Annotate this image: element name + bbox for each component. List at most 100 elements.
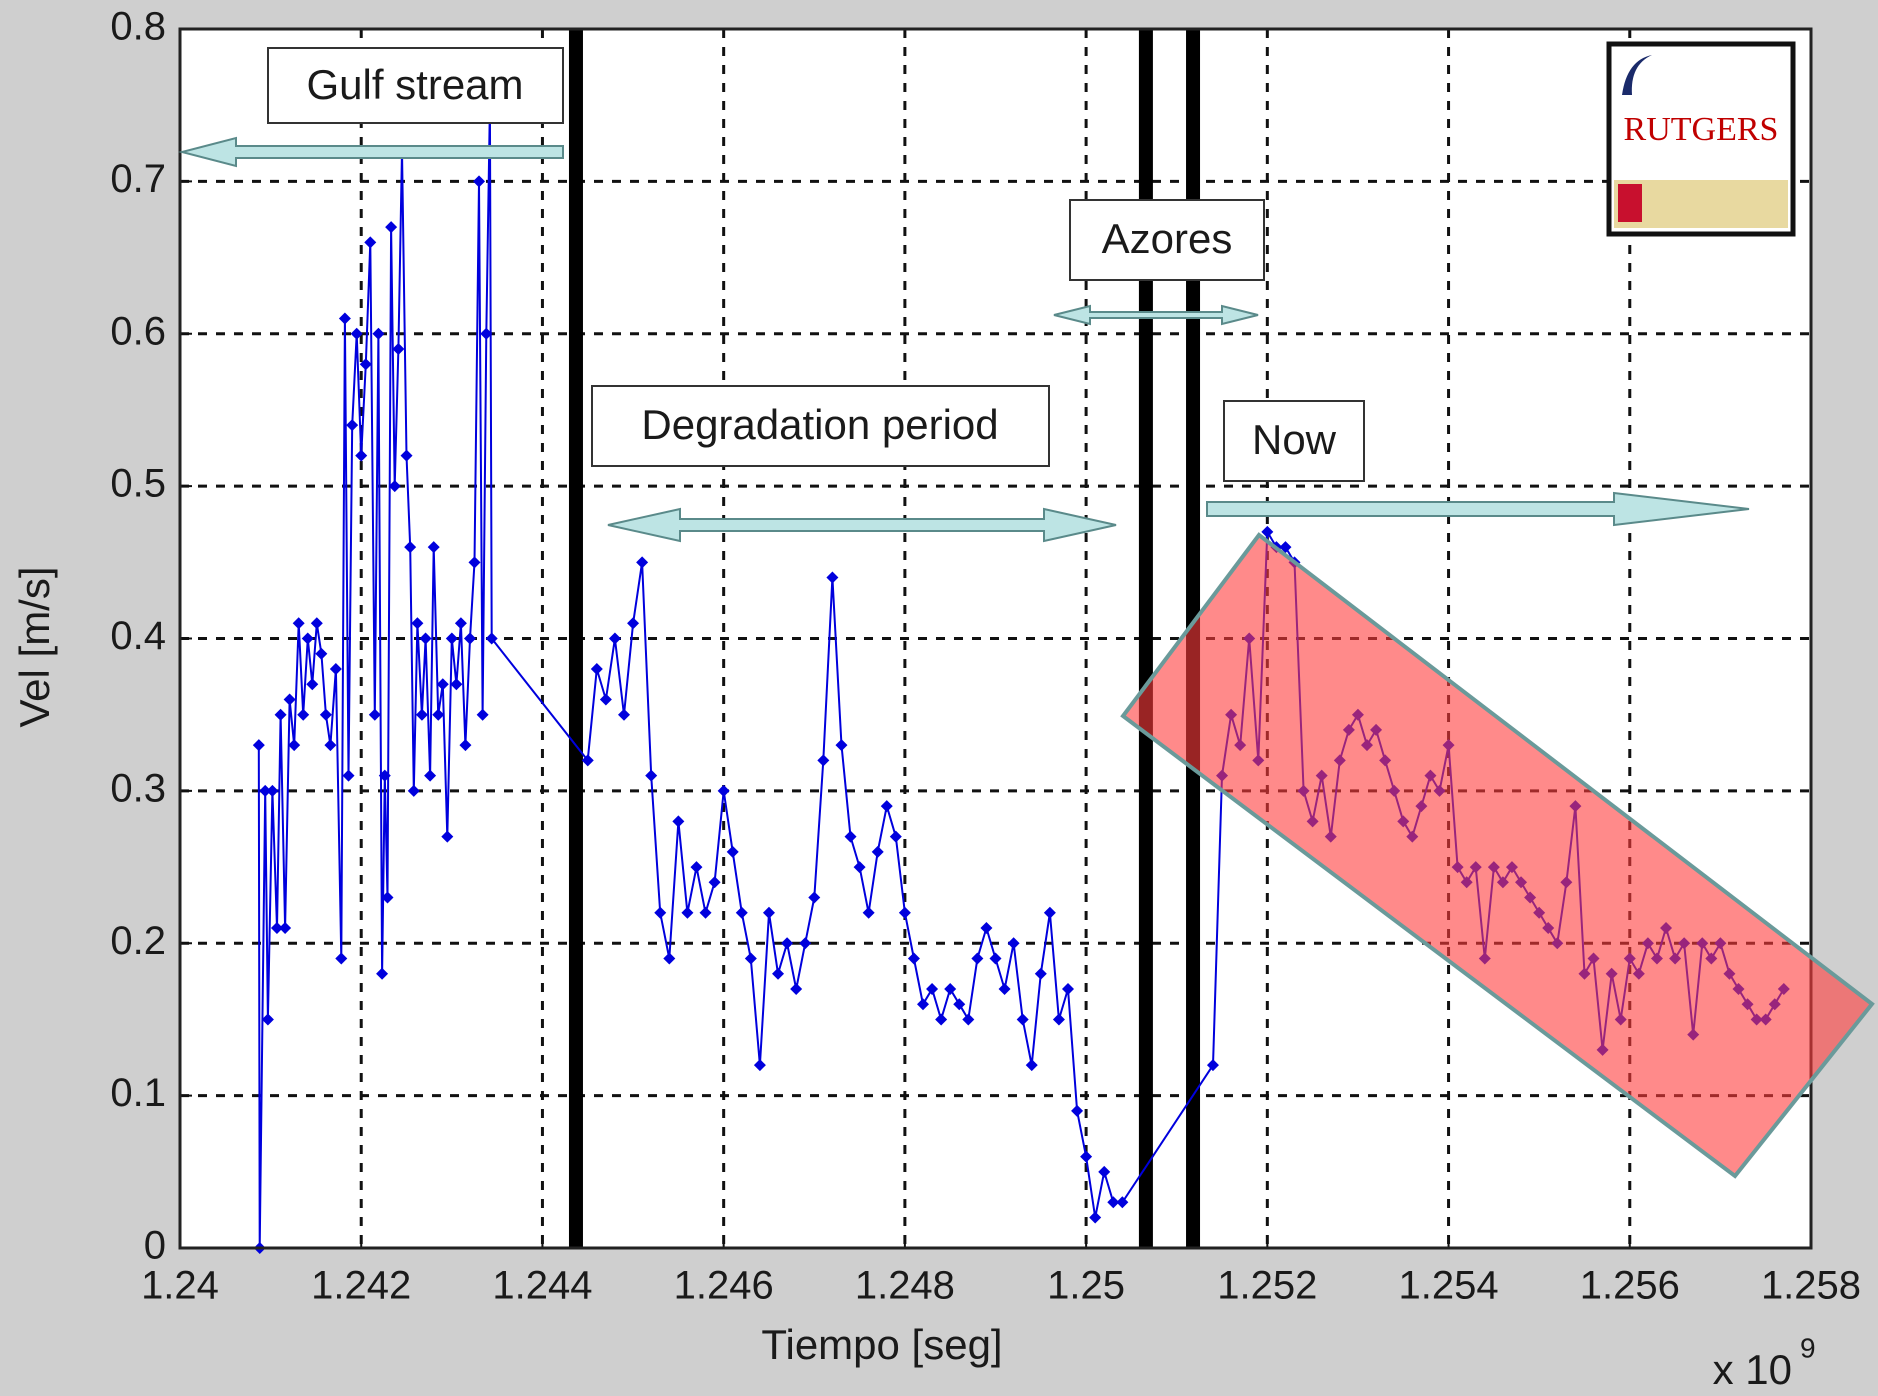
data-point	[485, 632, 498, 645]
data-point	[935, 1013, 948, 1026]
y-tick-label: 0.4	[110, 614, 166, 658]
x-tick-label: 1.258	[1761, 1264, 1861, 1308]
data-point	[463, 632, 476, 645]
y-tick-label: 0.6	[110, 309, 166, 353]
data-point	[310, 617, 323, 630]
data-point	[1116, 1196, 1129, 1209]
data-point	[450, 678, 463, 691]
arrow	[1206, 491, 1750, 527]
data-point	[346, 419, 359, 432]
highlight-region	[1120, 532, 1875, 1179]
data-point	[1061, 982, 1074, 995]
data-point	[617, 708, 630, 721]
data-point	[1261, 525, 1274, 538]
data-point	[1089, 1211, 1102, 1224]
x-tick-label: 1.24	[141, 1264, 219, 1308]
data-point	[880, 800, 893, 813]
y-tick-label: 0	[144, 1224, 166, 1268]
arrow	[1053, 304, 1259, 326]
data-point	[259, 784, 272, 797]
data-point	[1107, 1196, 1120, 1209]
data-point	[1071, 1104, 1084, 1117]
data-point	[1016, 1013, 1029, 1026]
data-point	[654, 906, 667, 919]
data-point	[415, 708, 428, 721]
data-point	[1043, 906, 1056, 919]
data-point	[627, 617, 640, 630]
data-point	[907, 952, 920, 965]
logo-text: RUTGERS	[1624, 111, 1779, 148]
data-point	[808, 891, 821, 904]
data-point	[1007, 937, 1020, 950]
data-point	[898, 906, 911, 919]
plot-frame	[178, 27, 1813, 1250]
data-point	[590, 662, 603, 675]
data-point	[862, 906, 875, 919]
data-point	[645, 769, 658, 782]
x-multiplier-exponent: 9	[1800, 1332, 1816, 1363]
logo-flag	[1618, 184, 1642, 222]
logo-band	[1614, 180, 1788, 228]
x-tick-label: 1.256	[1580, 1264, 1680, 1308]
data-point	[324, 739, 337, 752]
data-point	[1052, 1013, 1065, 1026]
y-tick-label: 0.7	[110, 157, 166, 201]
data-point	[989, 952, 1002, 965]
data-point	[762, 906, 775, 919]
logo: RUTGERS	[1606, 41, 1796, 237]
annotation-text: Now	[1252, 416, 1337, 463]
data-point	[252, 739, 265, 752]
data-point	[350, 327, 363, 340]
x-axis-label: Tiempo [seg]	[761, 1321, 1002, 1368]
data-point	[473, 175, 486, 188]
annotation-degradation: Degradation period	[591, 385, 1117, 543]
data-point	[735, 906, 748, 919]
data-point	[1080, 1150, 1093, 1163]
data-point	[753, 1059, 766, 1072]
data-point	[917, 998, 930, 1011]
data-point	[962, 1013, 975, 1026]
data-point	[407, 784, 420, 797]
data-point	[799, 937, 812, 950]
data-point	[306, 678, 319, 691]
annotation-box	[1069, 199, 1265, 281]
data-point	[355, 449, 368, 462]
data-point	[690, 861, 703, 874]
data-point	[424, 769, 437, 782]
x-tick-label: 1.252	[1217, 1264, 1317, 1308]
data-point	[1098, 1165, 1111, 1178]
data-point	[432, 708, 445, 721]
data-point	[944, 982, 957, 995]
data-point	[445, 632, 458, 645]
data-point	[1034, 967, 1047, 980]
data-point	[663, 952, 676, 965]
data-point	[385, 221, 398, 234]
annotation-box	[591, 385, 1050, 467]
data-point	[378, 769, 391, 782]
data-point	[329, 662, 342, 675]
x-tick-label: 1.248	[855, 1264, 955, 1308]
data-point	[853, 861, 866, 874]
data-point	[404, 541, 417, 554]
data-point	[342, 769, 355, 782]
data-point	[283, 693, 296, 706]
arrow	[607, 507, 1117, 543]
data-point	[699, 906, 712, 919]
logo-emblem	[1622, 55, 1652, 95]
data-point	[844, 830, 857, 843]
y-tick-label: 0.5	[110, 462, 166, 506]
y-tick-label: 0.3	[110, 766, 166, 810]
annotation-text: Azores	[1102, 215, 1233, 262]
annotation-now: Now	[1206, 400, 1750, 527]
annotation-box	[1223, 400, 1365, 482]
annotation-azores: Azores	[1053, 199, 1265, 326]
data-point	[971, 952, 984, 965]
data-point	[338, 312, 351, 325]
data-point	[315, 647, 328, 660]
annotation-box	[267, 47, 564, 124]
data-point	[411, 617, 424, 630]
data-point	[480, 327, 493, 340]
data-point	[726, 845, 739, 858]
data-point	[301, 632, 314, 645]
